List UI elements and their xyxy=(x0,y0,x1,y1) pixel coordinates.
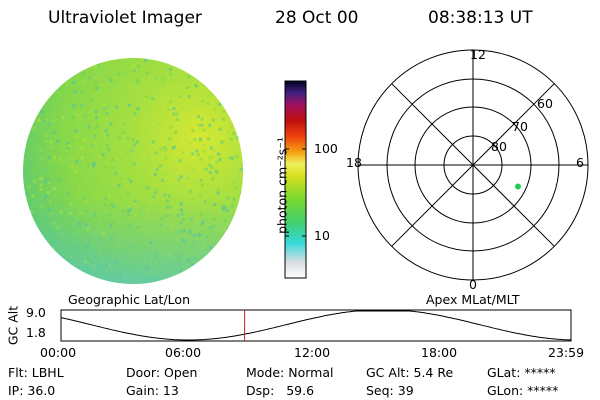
ip-info: IP: 36.0 xyxy=(8,383,56,398)
xtick-2: 12:00 xyxy=(294,345,331,360)
date-label: 28 Oct 00 xyxy=(275,8,359,28)
lat-label-70: 70 xyxy=(512,119,528,134)
timeline-right-label: Apex MLat/MLT xyxy=(426,292,520,307)
altitude-curve xyxy=(60,310,571,341)
clock-label-6: 6 xyxy=(576,155,584,170)
colorbar-unit-label: photon cm⁻²s⁻¹ xyxy=(274,137,290,234)
gc-alt-info: GC Alt: 5.4 Re xyxy=(366,365,454,380)
colorbar-tick-10: 10 xyxy=(314,228,330,243)
seq-info: Seq: 39 xyxy=(366,383,414,398)
altitude-timeline xyxy=(60,309,572,342)
filter-info: Flt: LBHL xyxy=(8,365,64,380)
color-bar xyxy=(284,80,307,279)
glon-info: GLon: ***** xyxy=(487,383,559,398)
clock-label-12: 12 xyxy=(470,47,486,62)
gain-info: Gain: 13 xyxy=(126,383,179,398)
xtick-1: 06:00 xyxy=(165,345,202,360)
dsp-info: Dsp: 59.6 xyxy=(246,383,315,398)
door-info: Door: Open xyxy=(126,365,198,380)
timeline-ylabel: GC Alt xyxy=(5,305,21,346)
xtick-4: 23:59 xyxy=(548,345,585,360)
polar-plot xyxy=(357,49,589,281)
data-point xyxy=(515,183,521,190)
clock-label-0: 0 xyxy=(469,277,477,292)
lat-label-80: 80 xyxy=(491,139,507,154)
lat-label-60: 60 xyxy=(537,96,553,111)
timeline-left-label: Geographic Lat/Lon xyxy=(68,292,190,307)
xtick-0: 00:00 xyxy=(40,345,77,360)
instrument-title: Ultraviolet Imager xyxy=(48,8,202,28)
time-label: 08:38:13 UT xyxy=(428,8,533,28)
timeline-ymin: 1.8 xyxy=(26,325,46,340)
uv-image-disk xyxy=(23,58,243,284)
timeline-ymax: 9.0 xyxy=(26,305,46,320)
mode-info: Mode: Normal xyxy=(246,365,334,380)
xtick-3: 18:00 xyxy=(421,345,458,360)
colorbar-tick-100: 100 xyxy=(314,141,338,156)
clock-label-18: 18 xyxy=(346,155,362,170)
glat-info: GLat: ***** xyxy=(487,365,556,380)
